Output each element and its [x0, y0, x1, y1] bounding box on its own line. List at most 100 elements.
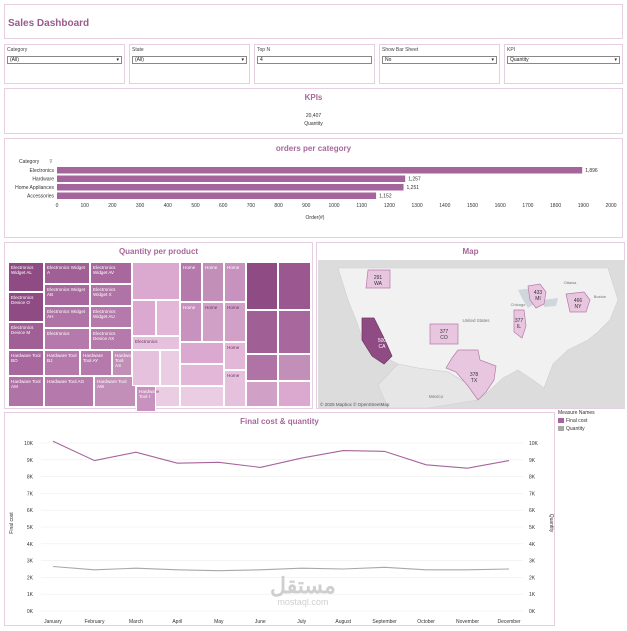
country-label: Mexico — [429, 394, 444, 399]
state-wa[interactable] — [365, 269, 391, 289]
treemap-tile[interactable]: Electronics Device M — [8, 322, 44, 350]
category-header: Category — [19, 159, 40, 165]
treemap-tile[interactable]: Electronics Widget AU — [90, 306, 132, 328]
x-tick-label: 1400 — [439, 203, 450, 209]
treemap-tile[interactable] — [132, 262, 180, 300]
final-cost-quantity-chart: 0K 0K 1K 1K 2K 2K 3K 3K 4K 4K 5K 5K 6K 6K 7K 7K 8K 8K 9K 9K… — [9, 440, 554, 625]
treemap-tile[interactable]: Home — [202, 262, 224, 302]
treemap-tile[interactable] — [278, 262, 311, 310]
treemap-tile[interactable]: Electronics Device AX — [90, 328, 132, 350]
treemap-tile[interactable]: Home — [180, 302, 202, 342]
treemap-tile[interactable] — [278, 310, 311, 354]
filter-category-select[interactable]: (All) ▾ — [7, 56, 122, 64]
treemap-tile[interactable] — [246, 354, 278, 381]
x-tick-label: 1300 — [412, 203, 423, 209]
bar[interactable] — [57, 175, 406, 183]
state-mi[interactable] — [527, 283, 547, 309]
state-value: 377 — [515, 318, 524, 324]
us-map[interactable]: 291 WA 500 CA 377 CO 378 TX 433 MI 377 I… — [318, 260, 625, 408]
treemap-tile[interactable]: Hardware Tool AW — [94, 376, 136, 407]
treemap-tile[interactable]: Electronics Widget AL — [8, 262, 44, 292]
measure-names-legend: Measure Names Final cost Quantity — [558, 410, 624, 434]
dashboard-title: Sales Dashboard — [8, 18, 90, 29]
filter-kpi[interactable]: KPI Quantity ▾ — [504, 44, 623, 84]
x-tick-label: 1200 — [384, 203, 395, 209]
treemap-tile[interactable] — [132, 300, 156, 336]
treemap-tile[interactable]: Electronics Widget AV — [90, 262, 132, 284]
bar[interactable] — [57, 184, 404, 191]
filter-state[interactable]: State (All) ▾ — [129, 44, 250, 84]
treemap-tile[interactable]: Electronics Widget AH — [44, 306, 90, 328]
city-label: Boston — [594, 294, 606, 299]
treemap-tile[interactable] — [278, 354, 311, 381]
filter-top-n-input[interactable]: 4 — [257, 56, 372, 64]
treemap-tile[interactable]: Hardware Tool AG — [44, 376, 94, 407]
bar[interactable] — [57, 192, 377, 200]
treemap-tile[interactable]: Hardware Tool AY — [80, 350, 112, 376]
treemap-tile[interactable] — [180, 386, 224, 407]
treemap-tile[interactable]: Hardware Tool AM — [8, 376, 44, 407]
treemap-tile[interactable]: Electronics Widget AB — [44, 284, 90, 306]
treemap-tile[interactable]: Home — [224, 342, 246, 370]
treemap-tile[interactable] — [246, 381, 278, 407]
chevron-down-icon[interactable]: ▾ — [614, 57, 617, 63]
x-tick-label: July — [297, 619, 306, 625]
treemap-tile[interactable]: Electronics — [132, 336, 180, 350]
map-title: Map — [462, 247, 479, 256]
legend-item-final-cost[interactable]: Final cost — [558, 418, 624, 424]
treemap-tile[interactable] — [246, 262, 278, 310]
legend-item-quantity[interactable]: Quantity — [558, 426, 624, 432]
filter-top-n[interactable]: Top N 4 — [254, 44, 375, 84]
x-tick-label: August — [335, 619, 351, 625]
bar[interactable] — [57, 167, 583, 174]
state-il[interactable] — [513, 309, 527, 339]
x-tick-label: 0 — [56, 203, 59, 209]
y-tick-label-left: 7K — [27, 491, 34, 497]
state-ca[interactable] — [361, 317, 393, 365]
state-value: 500 — [378, 338, 387, 344]
filter-state-select[interactable]: (All) ▾ — [132, 56, 247, 64]
treemap-tile[interactable] — [180, 342, 224, 364]
state-tx[interactable] — [445, 349, 497, 401]
filter-icon[interactable]: ⊽ — [49, 159, 53, 165]
y-tick-label-right: 0K — [529, 609, 536, 615]
state-ny[interactable] — [565, 291, 591, 313]
filter-show-bar-sheet-select[interactable]: No ▾ — [382, 56, 497, 64]
state-co[interactable] — [429, 323, 459, 345]
treemap-tile[interactable] — [160, 350, 180, 386]
treemap-tile[interactable]: Home — [224, 262, 246, 302]
chevron-down-icon[interactable]: ▾ — [491, 57, 494, 63]
treemap-tile[interactable]: Electronics — [44, 328, 90, 350]
bar-value-label: 1,257 — [408, 177, 421, 183]
filter-kpi-select[interactable]: Quantity ▾ — [507, 56, 620, 64]
filter-category[interactable]: Category (All) ▾ — [4, 44, 125, 84]
x-tick-label: December — [497, 619, 520, 625]
treemap-tile[interactable]: Hardware Tool BJ — [44, 350, 80, 376]
treemap-tile[interactable]: Hardware Tool BO — [8, 350, 44, 376]
treemap-tile[interactable]: Hardware Tool I — [136, 386, 156, 412]
treemap-tile[interactable]: Electronics Widget X — [90, 284, 132, 306]
treemap-tile[interactable] — [246, 310, 278, 354]
chevron-down-icon[interactable]: ▾ — [241, 57, 244, 63]
orders-bar-chart: Category ⊽ Electronics 1,896 Hardware 1,257… — [15, 159, 617, 221]
x-tick-label: 300 — [136, 203, 145, 209]
treemap-tile[interactable]: Hardware Tool AS — [112, 350, 132, 376]
treemap-tile[interactable] — [278, 381, 311, 407]
treemap-tile[interactable]: Home — [224, 302, 246, 342]
treemap-tile[interactable]: Home — [224, 370, 246, 407]
filter-show-bar-sheet[interactable]: Show Bar Sheet No ▾ — [379, 44, 500, 84]
treemap-tile[interactable] — [132, 350, 160, 386]
y-tick-label-right: 2K — [529, 575, 536, 581]
state-abbr: MI — [535, 296, 541, 302]
treemap-tile[interactable]: Electronics Device O — [8, 292, 44, 322]
quantity-chart-title: Quantity per product — [118, 247, 199, 256]
series-line[interactable] — [52, 440, 510, 469]
treemap-tile[interactable]: Electronics Widget A — [44, 262, 90, 284]
chevron-down-icon[interactable]: ▾ — [116, 57, 119, 63]
category-label: Hardware — [32, 177, 54, 183]
treemap-tile[interactable]: Home — [180, 262, 202, 302]
treemap-tile[interactable] — [156, 300, 180, 336]
treemap-tile[interactable]: Home — [202, 302, 224, 342]
treemap-tile[interactable] — [180, 364, 224, 386]
series-line[interactable] — [52, 565, 510, 572]
